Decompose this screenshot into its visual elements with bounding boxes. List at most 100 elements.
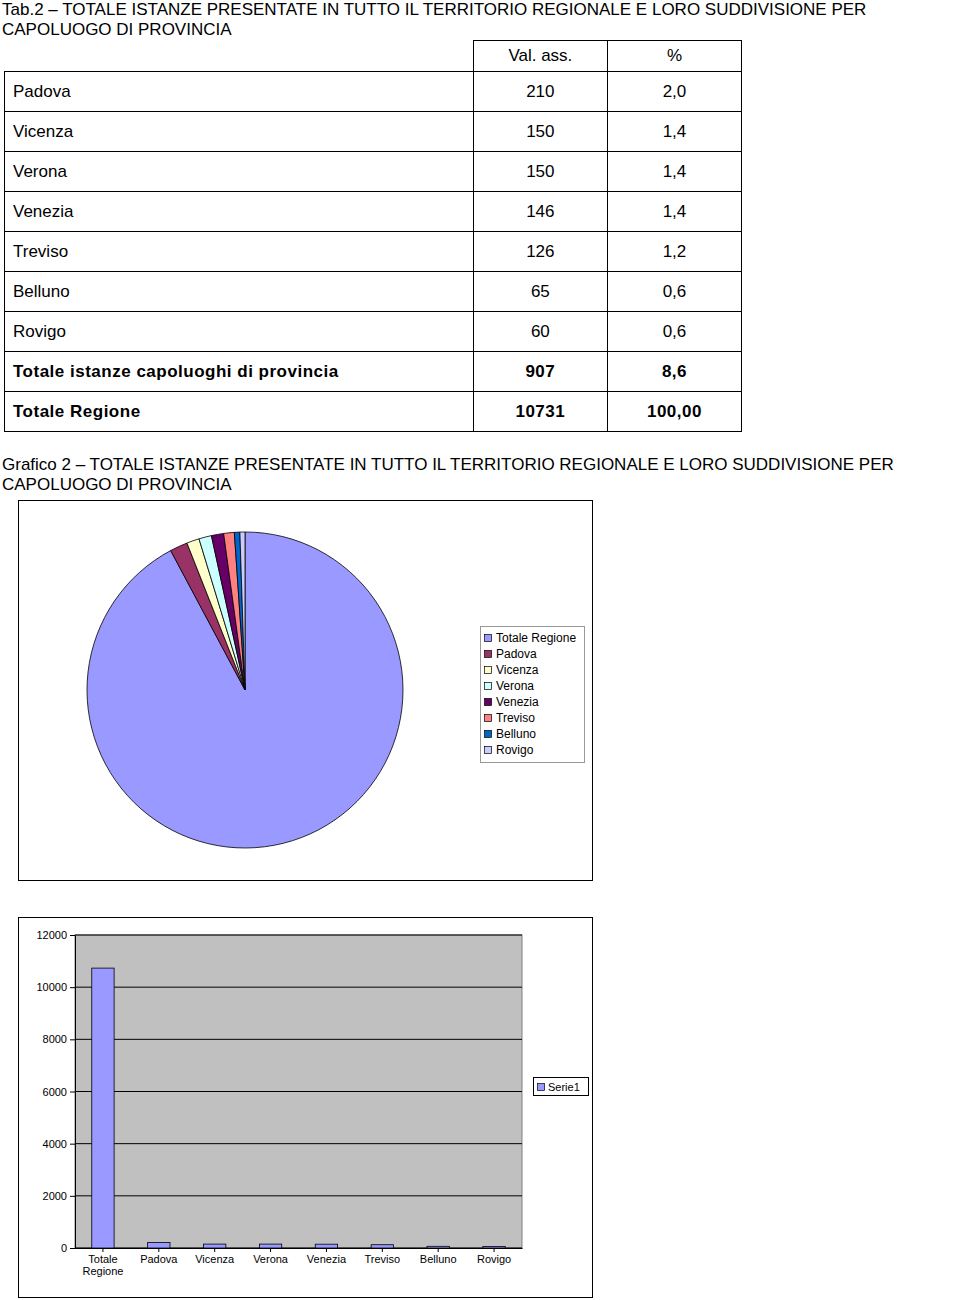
legend-swatch xyxy=(485,667,492,674)
table-cell: 0,6 xyxy=(607,272,741,312)
charts-svg: Totale Regione Padova Vicenza Verona Venezia… xyxy=(0,495,960,1300)
bar xyxy=(92,968,114,1248)
bar xyxy=(148,1243,170,1248)
legend-label: Treviso xyxy=(496,711,535,725)
table-cell: 60 xyxy=(473,312,607,352)
tick: 6000 xyxy=(43,1086,75,1098)
table-row: Padova2102,0 xyxy=(5,72,742,112)
grid xyxy=(75,935,522,1248)
legend-label: Totale Regione xyxy=(496,631,576,645)
table-title: Tab.2 – TOTALE ISTANZE PRESENTATE IN TUT… xyxy=(2,0,952,40)
table-cell: Padova xyxy=(5,72,474,112)
table-cell: 126 xyxy=(473,232,607,272)
tick-mark xyxy=(158,1248,159,1252)
grid-line xyxy=(75,1195,522,1196)
tick: TotaleRegione xyxy=(82,1248,123,1277)
legend-swatch xyxy=(485,651,492,658)
legend-swatch xyxy=(485,731,492,738)
tick-label: 10000 xyxy=(36,981,67,993)
tick: Treviso xyxy=(364,1248,400,1265)
tick: 10000 xyxy=(36,981,75,993)
tick: Venezia xyxy=(307,1248,347,1265)
legend-label: Vicenza xyxy=(496,663,539,677)
tick-label: 12000 xyxy=(36,929,67,941)
tick-label: Padova xyxy=(140,1253,178,1265)
tick-mark xyxy=(102,1248,103,1252)
tick-label: 0 xyxy=(61,1242,67,1254)
table-cell: 65 xyxy=(473,272,607,312)
tick: 8000 xyxy=(43,1033,75,1045)
axis-line xyxy=(75,936,76,1249)
tick: Verona xyxy=(253,1248,289,1265)
legend-box xyxy=(534,1078,589,1096)
table-cell: 1,4 xyxy=(607,192,741,232)
tick-label: TotaleRegione xyxy=(82,1253,123,1278)
tick-mark xyxy=(270,1248,271,1252)
legend-swatch xyxy=(485,635,492,642)
axis-line xyxy=(76,1248,523,1249)
table-row: Venezia1461,4 xyxy=(5,192,742,232)
legend-swatch xyxy=(485,683,492,690)
table-cell: Venezia xyxy=(5,192,474,232)
table-cell: Belluno xyxy=(5,272,474,312)
legend-label: Rovigo xyxy=(496,743,534,757)
bar xyxy=(204,1244,226,1248)
table-cell: 100,00 xyxy=(607,392,741,432)
tick-label: Rovigo xyxy=(477,1253,511,1265)
legend-swatch xyxy=(485,747,492,754)
tick: 0 xyxy=(61,1242,75,1254)
tick-label: Belluno xyxy=(420,1253,457,1265)
chart-frame xyxy=(19,918,593,1298)
chart-frame xyxy=(19,501,593,881)
tick-mark xyxy=(382,1248,383,1252)
pie-slice xyxy=(87,532,403,848)
table-cell: 1,2 xyxy=(607,232,741,272)
data-table: Val. ass.%Padova2102,0Vicenza1501,4Veron… xyxy=(4,40,742,432)
table-cell: Totale istanze capoluoghi di provincia xyxy=(5,352,474,392)
table-row: Belluno650,6 xyxy=(5,272,742,312)
table-cell: 146 xyxy=(473,192,607,232)
tick-label: Venezia xyxy=(307,1253,347,1265)
x-axis: TotaleRegione Padova Vicenza Verona Venezia T… xyxy=(76,1248,523,1277)
table-cell: 8,6 xyxy=(607,352,741,392)
table-row: Vicenza1501,4 xyxy=(5,112,742,152)
tick-label: Treviso xyxy=(364,1253,400,1265)
table-cell: Rovigo xyxy=(5,312,474,352)
table-row: Totale Regione10731100,00 xyxy=(5,392,742,432)
header-cell: Val. ass. xyxy=(473,41,607,72)
legend: Serie1 xyxy=(534,1078,589,1096)
legend-label: Verona xyxy=(496,679,534,693)
tick-mark xyxy=(70,1144,75,1145)
pie-slices xyxy=(87,532,403,848)
grid-line xyxy=(75,1039,522,1040)
table-cell: 150 xyxy=(473,112,607,152)
tick: 12000 xyxy=(36,929,75,941)
legend-label: Serie1 xyxy=(548,1081,580,1093)
grid-line xyxy=(75,1143,522,1144)
grid-line xyxy=(75,987,522,988)
grid-line xyxy=(75,1248,522,1249)
tick: Padova xyxy=(140,1248,178,1265)
tick-label: Verona xyxy=(253,1253,289,1265)
tick-mark xyxy=(326,1248,327,1252)
bar-chart: 020004000600080001000012000TotaleRegione… xyxy=(19,918,593,1298)
tick: 2000 xyxy=(43,1190,75,1202)
tick-label: 6000 xyxy=(43,1086,67,1098)
tick-mark xyxy=(70,987,75,988)
header-row: Val. ass.% xyxy=(5,41,742,72)
tick-mark xyxy=(494,1248,495,1252)
legend-label: Belluno xyxy=(496,727,536,741)
pie-slice xyxy=(224,532,245,690)
pie-chart: Totale RegionePadovaVicenzaVeronaVenezia… xyxy=(19,501,593,881)
table-cell: 1,4 xyxy=(607,152,741,192)
tick-mark xyxy=(70,1248,75,1249)
tick-label: Vicenza xyxy=(195,1253,235,1265)
pie-slice xyxy=(240,532,245,690)
bars xyxy=(92,968,505,1248)
table-row: Verona1501,4 xyxy=(5,152,742,192)
header-cell: % xyxy=(607,41,741,72)
tick-mark xyxy=(70,1092,75,1093)
plot-area xyxy=(75,935,522,1248)
tick-label: 2000 xyxy=(43,1190,67,1202)
bar xyxy=(315,1244,337,1248)
